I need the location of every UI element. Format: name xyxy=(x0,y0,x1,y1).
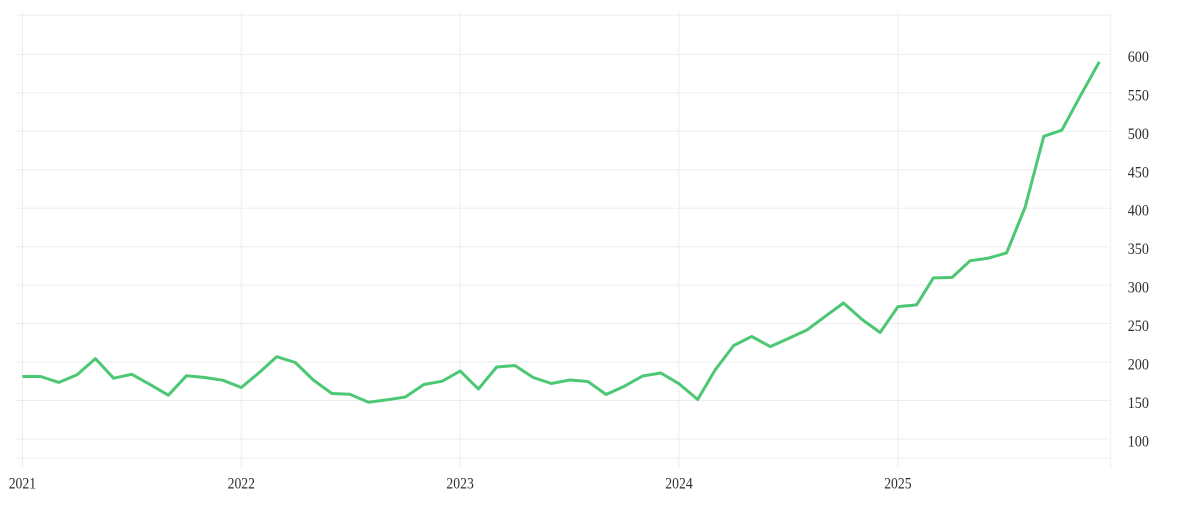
svg-text:350: 350 xyxy=(1128,241,1149,258)
svg-text:100: 100 xyxy=(1128,434,1149,451)
svg-text:600: 600 xyxy=(1128,49,1149,66)
svg-text:2023: 2023 xyxy=(446,476,473,493)
svg-text:2022: 2022 xyxy=(228,476,255,493)
svg-text:400: 400 xyxy=(1128,203,1149,220)
svg-text:300: 300 xyxy=(1128,280,1149,297)
svg-text:500: 500 xyxy=(1128,126,1149,143)
svg-text:2025: 2025 xyxy=(884,476,911,493)
svg-text:250: 250 xyxy=(1128,318,1149,335)
svg-text:200: 200 xyxy=(1128,357,1149,374)
svg-text:550: 550 xyxy=(1128,87,1149,104)
svg-text:450: 450 xyxy=(1128,164,1149,181)
svg-text:2024: 2024 xyxy=(665,476,692,493)
svg-text:2021: 2021 xyxy=(9,476,36,493)
svg-text:150: 150 xyxy=(1128,395,1149,412)
